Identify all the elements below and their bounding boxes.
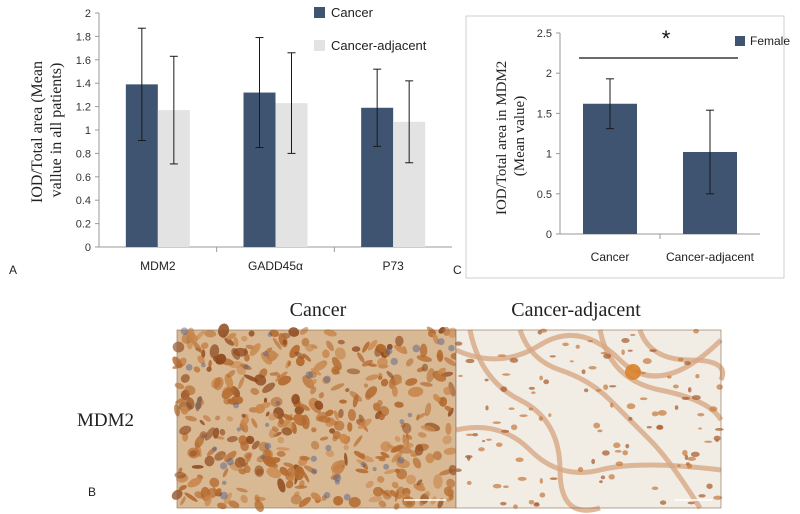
y-tick-label: 0 xyxy=(546,229,552,241)
x-category-label: P73 xyxy=(382,259,404,273)
micrograph-title-cancer: Cancer xyxy=(290,299,347,321)
y-tick-label: 0.6 xyxy=(76,172,91,184)
micrograph-panel-b: Cancer Cancer-adjacent MDM2 B xyxy=(77,299,725,513)
y-tick-label: 0.5 xyxy=(537,189,552,201)
panel-letter-c: C xyxy=(453,263,462,277)
legend-label-cancer: Cancer xyxy=(331,5,374,20)
chart-c: 0 0.5 1 1.5 2 2.5 Cancer Cancer-adjacent IOD/To… xyxy=(453,15,790,279)
y-tick-label: 0.2 xyxy=(76,219,91,231)
legend-label-cancer-adjacent: Cancer-adjacent xyxy=(331,38,427,53)
micrograph-title-cancer-adjacent: Cancer-adjacent xyxy=(511,299,641,321)
chart-a-y-axis-label: IOD/Total area (Mean vallue in all patie… xyxy=(29,57,65,203)
legend-swatch-cancer xyxy=(314,7,325,18)
y-tick-label: 0.8 xyxy=(76,148,91,160)
chart-c-bars xyxy=(583,78,737,234)
chart-c-tick-labels: 0 0.5 1 1.5 2 2.5 Cancer Cancer-adjacent xyxy=(537,28,755,264)
x-category-label: Cancer-adjacent xyxy=(666,250,755,264)
legend-swatch-cancer-adjacent xyxy=(314,40,325,51)
legend-swatch-female xyxy=(735,36,745,46)
significance-asterisk: * xyxy=(662,26,671,51)
micrograph-cancer-image xyxy=(171,323,462,512)
chart-c-frame xyxy=(465,15,785,279)
panel-letter-b: B xyxy=(88,485,96,499)
y-tick-label: 2 xyxy=(85,8,91,20)
y-tick-label: 1.6 xyxy=(76,55,91,67)
micrograph-row-label: MDM2 xyxy=(77,410,134,431)
y-tick-label: 0 xyxy=(85,242,91,254)
x-category-label: GADD45α xyxy=(248,259,303,273)
y-tick-label: 2.5 xyxy=(537,28,552,40)
y-tick-label: 2 xyxy=(546,68,552,80)
chart-c-legend: Female xyxy=(735,34,790,48)
micrograph-cancer-adjacent-image xyxy=(453,328,725,513)
chart-a-legend: Cancer Cancer-adjacent xyxy=(314,5,427,53)
y-tick-label: 1.2 xyxy=(76,102,91,114)
y-tick-label: 1.4 xyxy=(76,78,91,90)
chart-a-tick-labels: 0 0.2 0.4 0.6 0.8 1 1.2 1.4 1.6 1.8 2 MDM2 GADD45α P7… xyxy=(76,8,404,273)
x-category-label: MDM2 xyxy=(140,259,176,273)
y-tick-label: 1.5 xyxy=(537,108,552,120)
y-tick-label: 1 xyxy=(546,149,552,161)
y-tick-label: 1.8 xyxy=(76,31,91,43)
chart-a-bars xyxy=(125,27,426,248)
chart-c-y-axis-label: IOD/Total area in MDM2 (Mean value) xyxy=(494,57,528,215)
chart-a: 0 0.2 0.4 0.6 0.8 1 1.2 1.4 1.6 1.8 2 MDM2 GADD45α P7… xyxy=(9,5,452,277)
legend-label-female: Female xyxy=(750,34,790,48)
y-tick-label: 0.4 xyxy=(76,195,91,207)
x-category-label: Cancer xyxy=(591,250,630,264)
panel-letter-a: A xyxy=(9,263,17,277)
y-tick-label: 1 xyxy=(85,125,91,137)
